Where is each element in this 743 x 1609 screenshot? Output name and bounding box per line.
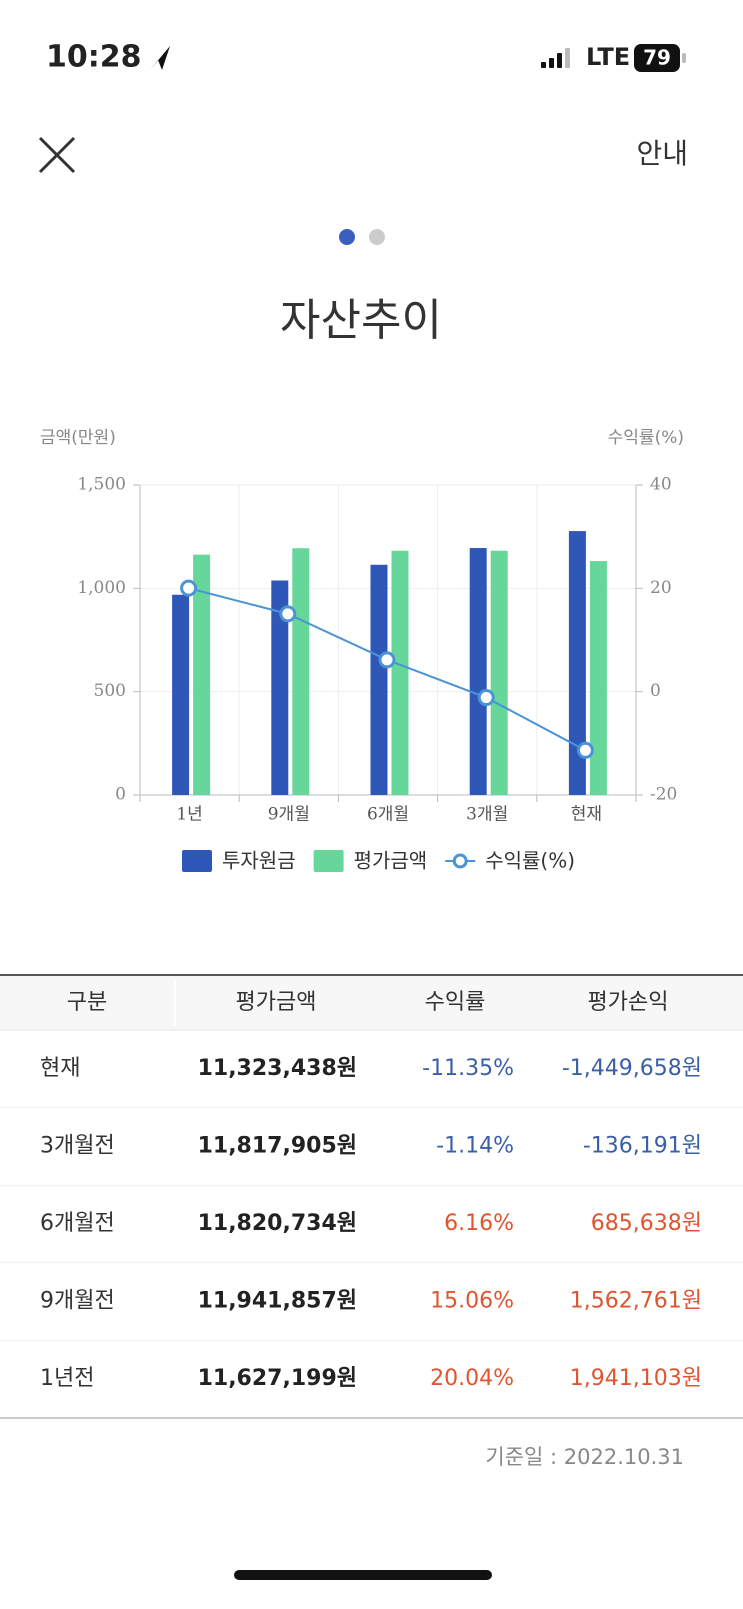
profit-cell: -136,191원: [583, 1133, 702, 1158]
period-cell: 6개월전: [40, 1211, 115, 1236]
table-header-bg: [0, 976, 743, 1030]
line-point: [180, 579, 198, 597]
x-tick-label: 3개월: [466, 805, 508, 825]
value-cell: 11,817,905원: [198, 1133, 357, 1158]
bar: [292, 548, 310, 795]
y-tick-label: 1,500: [77, 475, 126, 495]
x-tick-label: 현재: [571, 805, 602, 825]
value-cell: 11,627,199원: [198, 1366, 357, 1391]
return-cell: 6.16%: [444, 1211, 514, 1236]
table-header-cell: 평가손익: [588, 990, 669, 1015]
bar: [391, 550, 409, 795]
chart-title: 자산추이: [280, 295, 442, 346]
y2-tick-label: 0: [650, 681, 661, 701]
return-cell: 20.04%: [430, 1366, 514, 1391]
location-icon: [150, 46, 170, 70]
bar: [469, 548, 487, 795]
value-cell: 11,941,857원: [198, 1289, 357, 1314]
profit-cell: -1,449,658원: [562, 1056, 702, 1081]
value-cell: 11,323,438원: [198, 1056, 357, 1081]
legend-label[interactable]: 투자원금: [222, 849, 296, 873]
bar: [370, 564, 388, 795]
line-point: [576, 741, 594, 759]
info-button[interactable]: 안내: [636, 137, 688, 170]
return-cell: -1.14%: [436, 1133, 514, 1158]
value-cell: 11,820,734원: [198, 1211, 357, 1236]
legend-marker: [452, 853, 468, 869]
y-tick-label: 0: [115, 785, 126, 805]
legend-swatch: [313, 850, 344, 872]
bar: [490, 550, 508, 795]
period-cell: 9개월전: [40, 1289, 115, 1314]
x-tick-label: 6개월: [367, 805, 409, 825]
y2-tick-label: -20: [650, 785, 677, 805]
profit-cell: 685,638원: [591, 1211, 702, 1236]
network: LTE: [586, 43, 630, 71]
bar: [271, 580, 289, 795]
line-point: [378, 651, 396, 669]
period-cell: 1년전: [40, 1366, 94, 1391]
page-dot[interactable]: [369, 229, 385, 245]
bar: [568, 531, 586, 795]
bar: [193, 554, 211, 795]
period-cell: 현재: [40, 1056, 80, 1081]
battery-cap: [682, 53, 686, 63]
clock: 10:28: [46, 40, 142, 75]
y2-axis-title: 수익률(%): [608, 428, 684, 448]
y-axis-title: 금액(만원): [40, 428, 116, 448]
line-point: [279, 605, 297, 623]
profit-cell: 1,562,761원: [570, 1289, 702, 1314]
page-dot-active[interactable]: [339, 229, 355, 245]
table-header-cell: 구분: [67, 990, 107, 1015]
legend-swatch: [182, 850, 212, 872]
legend-label[interactable]: 수익률(%): [485, 849, 575, 873]
period-cell: 3개월전: [40, 1133, 115, 1158]
x-tick-label: 1년: [176, 805, 202, 825]
y-tick-label: 1,000: [77, 578, 126, 598]
table-header-cell: 수익률: [425, 990, 486, 1015]
legend-label[interactable]: 평가금액: [354, 849, 428, 873]
bar: [172, 594, 190, 795]
x-tick-label: 9개월: [268, 805, 310, 825]
battery-level: 79: [643, 46, 671, 70]
y2-tick-label: 20: [650, 578, 672, 598]
return-cell: 15.06%: [430, 1289, 514, 1314]
home-indicator: [234, 1570, 492, 1580]
y-tick-label: 500: [94, 681, 126, 701]
profit-cell: 1,941,103원: [570, 1366, 702, 1391]
bar: [589, 561, 607, 795]
line-point: [477, 689, 495, 707]
signal-icon: [541, 48, 570, 68]
close-button[interactable]: [38, 136, 76, 174]
y2-tick-label: 40: [650, 475, 672, 495]
return-cell: -11.35%: [422, 1056, 514, 1081]
table-header-cell: 평가금액: [236, 990, 317, 1015]
base-date: 기준일 : 2022.10.31: [485, 1445, 684, 1469]
battery: [634, 44, 680, 72]
